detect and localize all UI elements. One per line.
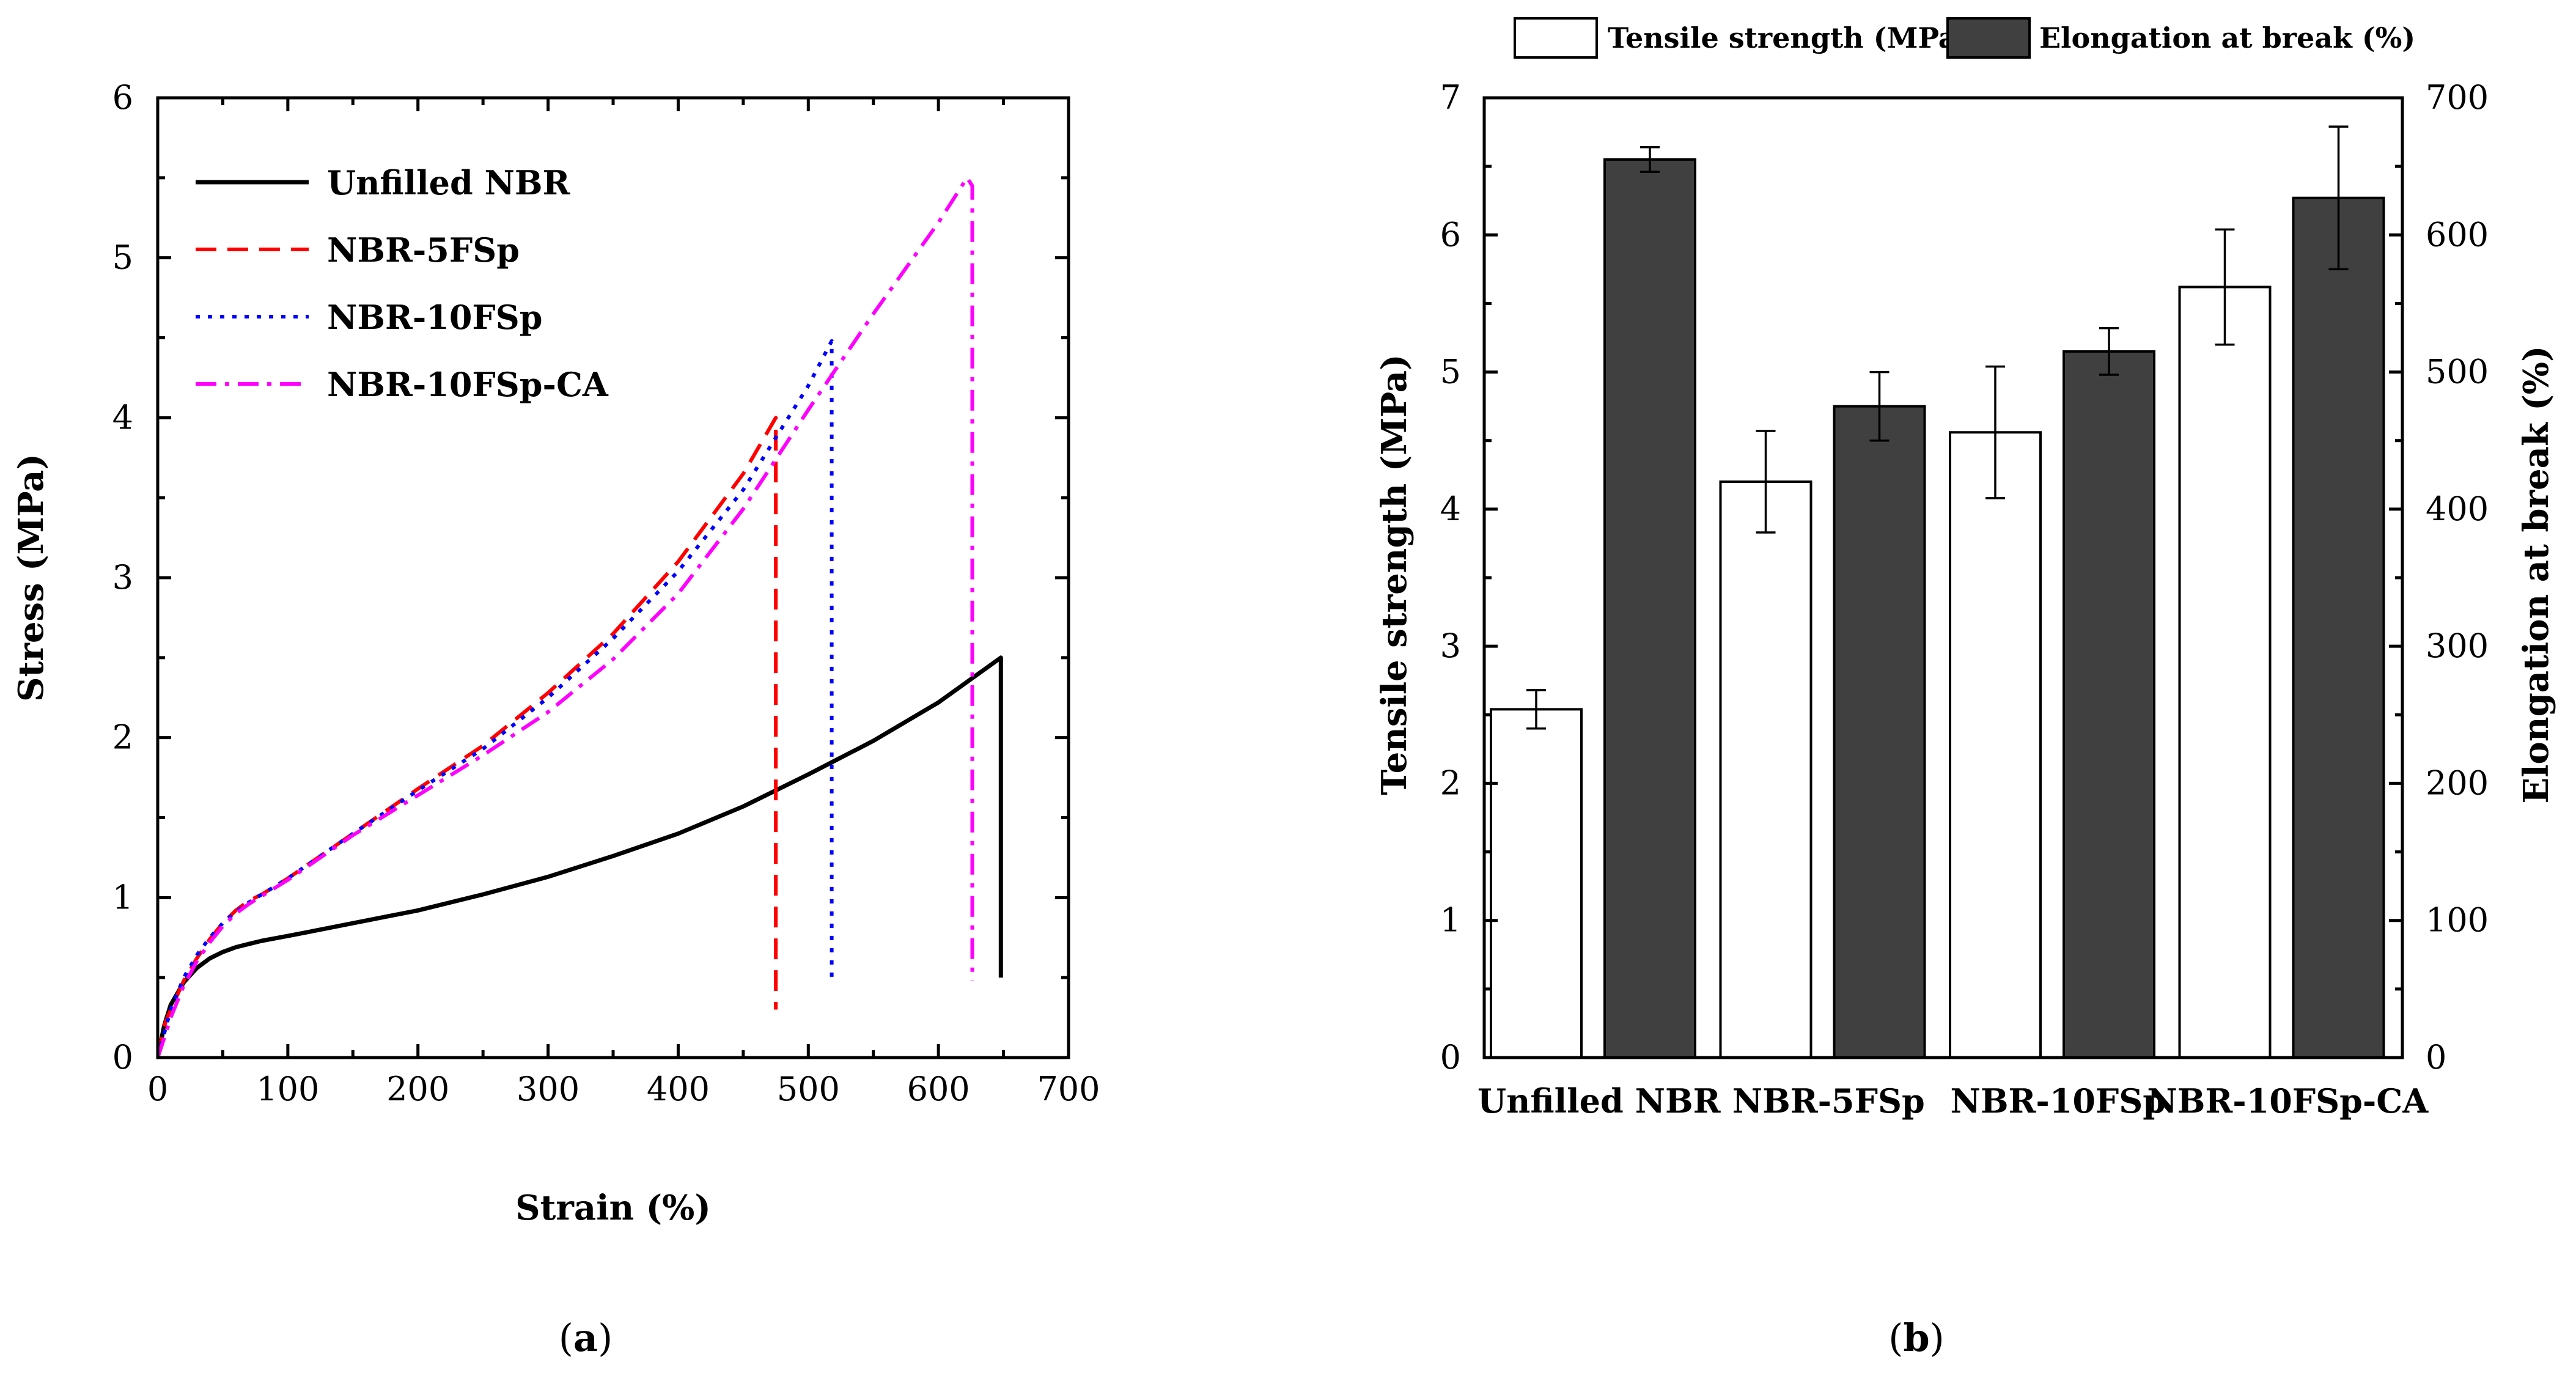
panel-letter-b: b [1903, 1316, 1929, 1360]
x-tick-label: 200 [386, 1070, 449, 1108]
series-line-nbr-10fsp [158, 339, 834, 1058]
y-left-tick-label: 2 [1440, 764, 1461, 802]
y-right-tick-label: 500 [2426, 353, 2489, 391]
panel-label-a: (a) [559, 1316, 613, 1360]
bar-elongation-at-break [1833, 405, 1926, 1059]
panel-a: 0 100 200 300 400 500 600 700 0 1 2 3 4 5 6 Strain (%)… [11, 78, 1100, 1360]
axis-ticks-a: 0 100 200 300 400 500 600 700 0 1 2 3 4 5 6 [112, 78, 1100, 1108]
x-category-label: NBR-10FSp [1950, 1081, 2166, 1121]
y-left-tick-label: 1 [1440, 901, 1461, 940]
x-category-label: NBR-5FSp [1732, 1081, 1925, 1121]
x-tick-label: 0 [147, 1070, 168, 1108]
bar-elongation-at-break [1603, 158, 1696, 1059]
bar-tensile-strength [1949, 431, 2042, 1059]
series-line-unfilled-nbr [158, 655, 1003, 1058]
y-left-tick-label: 3 [1440, 627, 1461, 665]
x-tick-label: 100 [256, 1070, 319, 1108]
plot-frame-a [156, 96, 1070, 1059]
bar-tensile-strength [1490, 708, 1583, 1059]
y-left-tick-label: 4 [1440, 490, 1461, 528]
y-tick-label: 2 [112, 718, 133, 757]
legend-label: Unfilled NBR [327, 163, 571, 202]
bars: Unfilled NBR NBR-5FSp NBR-10FSpNBR-10FSp-C… [1478, 125, 2429, 1121]
bar-tensile-strength [1719, 480, 1812, 1059]
x-axis-label: Strain (%) [515, 1188, 711, 1228]
legend-label-elongation: Elongation at break (%) [2039, 21, 2415, 54]
y-right-tick-label: 100 [2426, 901, 2489, 940]
legend-swatch-elongation [1946, 17, 2031, 59]
legend-a: Unfilled NBR NBR-5FSp NBR-10FSp NBR-10FSp-C… [196, 163, 609, 404]
stress-strain-series [158, 175, 1003, 1058]
x-tick-label: 700 [1037, 1070, 1100, 1108]
y-left-tick-label: 6 [1440, 215, 1461, 254]
y-right-tick-label: 300 [2426, 627, 2489, 665]
x-tick-label: 400 [647, 1070, 710, 1108]
bar-elongation-at-break [2292, 196, 2385, 1059]
y-right-tick-label: 200 [2426, 764, 2489, 802]
y-tick-label: 5 [112, 238, 133, 277]
panel-label-b: (b) [1888, 1316, 1945, 1360]
legend-swatch-tensile [1514, 17, 1598, 59]
legend-b: Tensile strength (MPa) Elongation at brea… [1514, 17, 2415, 59]
x-tick-label: 300 [517, 1070, 580, 1108]
y-right-tick-label: 600 [2426, 215, 2489, 254]
y-tick-label: 6 [112, 78, 133, 117]
y-left-tick-label: 5 [1440, 353, 1461, 391]
y-tick-label: 0 [112, 1038, 133, 1077]
y-right-tick-label: 400 [2426, 490, 2489, 528]
series-line-nbr-10fsp-ca [158, 175, 974, 1058]
y-tick-label: 3 [112, 558, 133, 597]
legend-label: NBR-5FSp [327, 230, 520, 270]
legend-label: NBR-10FSp [327, 298, 543, 337]
bar-elongation-at-break [2063, 350, 2155, 1059]
x-tick-label: 500 [777, 1070, 840, 1108]
panel-letter-a: a [573, 1316, 598, 1360]
y-left-tick-label: 0 [1440, 1038, 1461, 1077]
series-line-nbr-5fsp [158, 416, 778, 1058]
axis-ticks-b: 0 1 2 3 4 5 6 7 0 100 200 300 400 500 600 700 [1440, 78, 2489, 1077]
x-category-label: NBR-10FSp-CA [2147, 1081, 2429, 1121]
x-category-label: Unfilled NBR [1478, 1081, 1721, 1121]
bar-tensile-strength [2178, 285, 2272, 1059]
y-axis-label: Stress (MPa) [11, 454, 51, 702]
panel-b: Unfilled NBR NBR-5FSp NBR-10FSpNBR-10FSp-C… [1374, 17, 2556, 1360]
y-axis-right-label: Elongation at break (%) [2516, 346, 2556, 804]
y-tick-label: 4 [112, 398, 133, 436]
x-tick-label: 600 [907, 1070, 970, 1108]
y-right-tick-label: 0 [2426, 1038, 2446, 1077]
y-tick-label: 1 [112, 878, 133, 916]
y-left-tick-label: 7 [1440, 78, 1461, 117]
y-right-tick-label: 700 [2426, 78, 2489, 117]
y-axis-left-label: Tensile strength (MPa) [1374, 354, 1415, 795]
legend-label-tensile: Tensile strength (MPa) [1608, 21, 1970, 54]
legend-label: NBR-10FSp-CA [327, 365, 609, 404]
